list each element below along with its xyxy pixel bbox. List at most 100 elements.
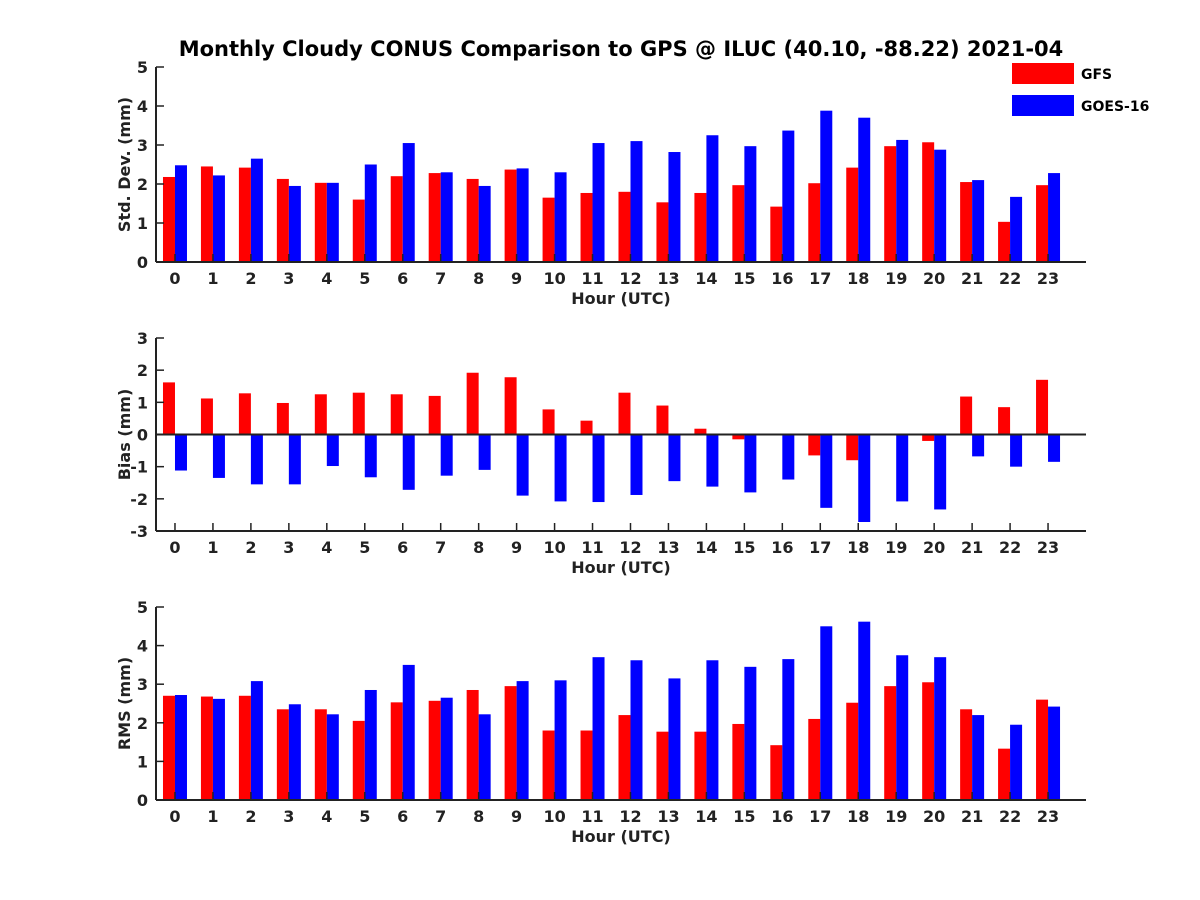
bar-gfs-11 <box>580 420 593 435</box>
x-tick-label: 4 <box>321 538 332 557</box>
x-tick-label: 14 <box>695 538 717 557</box>
y-axis-label: RMS (mm) <box>115 657 134 750</box>
bar-gfs-5 <box>352 720 365 800</box>
bar-goes-16-17 <box>820 626 833 800</box>
bar-gfs-14 <box>694 192 707 262</box>
y-tick-label: 2 <box>137 714 148 733</box>
x-tick-label: 20 <box>923 269 945 288</box>
bar-gfs-13 <box>656 405 669 435</box>
bar-goes-16-23 <box>1048 706 1061 800</box>
x-tick-label: 3 <box>283 538 294 557</box>
bar-gfs-21 <box>960 182 973 262</box>
bar-gfs-16 <box>770 206 783 262</box>
x-tick-label: 1 <box>207 538 218 557</box>
bar-gfs-16 <box>770 745 783 800</box>
bar-goes-16-22 <box>1010 724 1023 800</box>
bar-goes-16-20 <box>934 657 947 800</box>
bar-goes-16-5 <box>364 434 377 478</box>
x-tick-label: 16 <box>771 269 793 288</box>
x-tick-label: 22 <box>999 269 1021 288</box>
bar-gfs-11 <box>580 730 593 800</box>
x-tick-label: 11 <box>581 807 603 826</box>
bar-goes-16-13 <box>668 434 681 482</box>
bar-goes-16-8 <box>478 434 491 470</box>
x-axis-label: Hour (UTC) <box>571 289 671 308</box>
x-tick-label: 14 <box>695 269 717 288</box>
y-tick-label: 1 <box>137 393 148 412</box>
x-tick-label: 23 <box>1037 807 1059 826</box>
x-tick-label: 10 <box>543 269 565 288</box>
bar-gfs-5 <box>352 199 365 262</box>
y-tick-label: 1 <box>137 214 148 233</box>
x-tick-label: 9 <box>511 538 522 557</box>
bar-goes-16-10 <box>554 172 567 262</box>
bar-goes-16-12 <box>630 141 643 262</box>
x-tick-label: 9 <box>511 269 522 288</box>
bar-goes-16-18 <box>858 621 871 800</box>
x-tick-label: 19 <box>885 807 907 826</box>
x-tick-label: 2 <box>245 269 256 288</box>
y-tick-label: -3 <box>130 522 148 541</box>
bar-gfs-10 <box>542 730 555 800</box>
bar-gfs-17 <box>808 183 821 262</box>
bar-goes-16-2 <box>250 434 263 485</box>
bar-goes-16-2 <box>250 681 263 800</box>
y-tick-label: -2 <box>130 490 148 509</box>
bar-gfs-18 <box>846 434 859 461</box>
bar-goes-16-17 <box>820 110 833 263</box>
x-tick-label: 17 <box>809 269 831 288</box>
x-tick-label: 7 <box>435 807 446 826</box>
x-axis-label: Hour (UTC) <box>571 827 671 846</box>
bar-goes-16-23 <box>1048 434 1061 462</box>
y-tick-label: 0 <box>137 791 148 810</box>
bar-gfs-15 <box>732 185 745 262</box>
x-tick-label: 14 <box>695 807 717 826</box>
bar-gfs-14 <box>694 428 707 435</box>
x-tick-label: 20 <box>923 807 945 826</box>
bar-gfs-9 <box>504 686 517 800</box>
bar-goes-16-3 <box>288 185 301 262</box>
bar-goes-16-17 <box>820 434 833 508</box>
bar-gfs-3 <box>276 709 289 800</box>
bar-gfs-13 <box>656 202 669 262</box>
x-tick-label: 10 <box>543 538 565 557</box>
bar-goes-16-10 <box>554 680 567 800</box>
bar-gfs-18 <box>846 167 859 262</box>
bar-goes-16-6 <box>402 143 415 262</box>
x-tick-label: 1 <box>207 269 218 288</box>
bar-goes-16-0 <box>174 165 187 262</box>
x-tick-label: 21 <box>961 807 983 826</box>
bar-goes-16-1 <box>212 175 225 262</box>
x-tick-label: 7 <box>435 269 446 288</box>
x-tick-label: 6 <box>397 538 408 557</box>
bar-gfs-2 <box>238 695 251 800</box>
bar-gfs-3 <box>276 402 289 435</box>
bar-gfs-6 <box>390 176 403 262</box>
x-tick-label: 0 <box>169 538 180 557</box>
bar-gfs-0 <box>162 695 175 800</box>
chart-title: Monthly Cloudy CONUS Comparison to GPS @… <box>179 37 1064 61</box>
x-tick-label: 7 <box>435 538 446 557</box>
x-tick-label: 15 <box>733 538 755 557</box>
bar-goes-16-19 <box>896 139 909 262</box>
bar-gfs-4 <box>314 709 327 800</box>
bar-goes-16-3 <box>288 434 301 485</box>
bar-goes-16-12 <box>630 434 643 495</box>
bar-goes-16-9 <box>516 681 529 800</box>
bar-goes-16-6 <box>402 434 415 490</box>
x-tick-label: 3 <box>283 269 294 288</box>
x-tick-label: 11 <box>581 538 603 557</box>
bar-goes-16-21 <box>972 715 985 800</box>
bar-gfs-22 <box>998 407 1011 435</box>
x-tick-label: 8 <box>473 269 484 288</box>
x-tick-label: 17 <box>809 538 831 557</box>
bar-goes-16-1 <box>212 698 225 800</box>
bar-goes-16-7 <box>440 697 453 800</box>
bar-gfs-1 <box>200 696 213 800</box>
bar-goes-16-22 <box>1010 196 1023 262</box>
x-tick-label: 16 <box>771 807 793 826</box>
bar-goes-16-4 <box>326 182 339 262</box>
